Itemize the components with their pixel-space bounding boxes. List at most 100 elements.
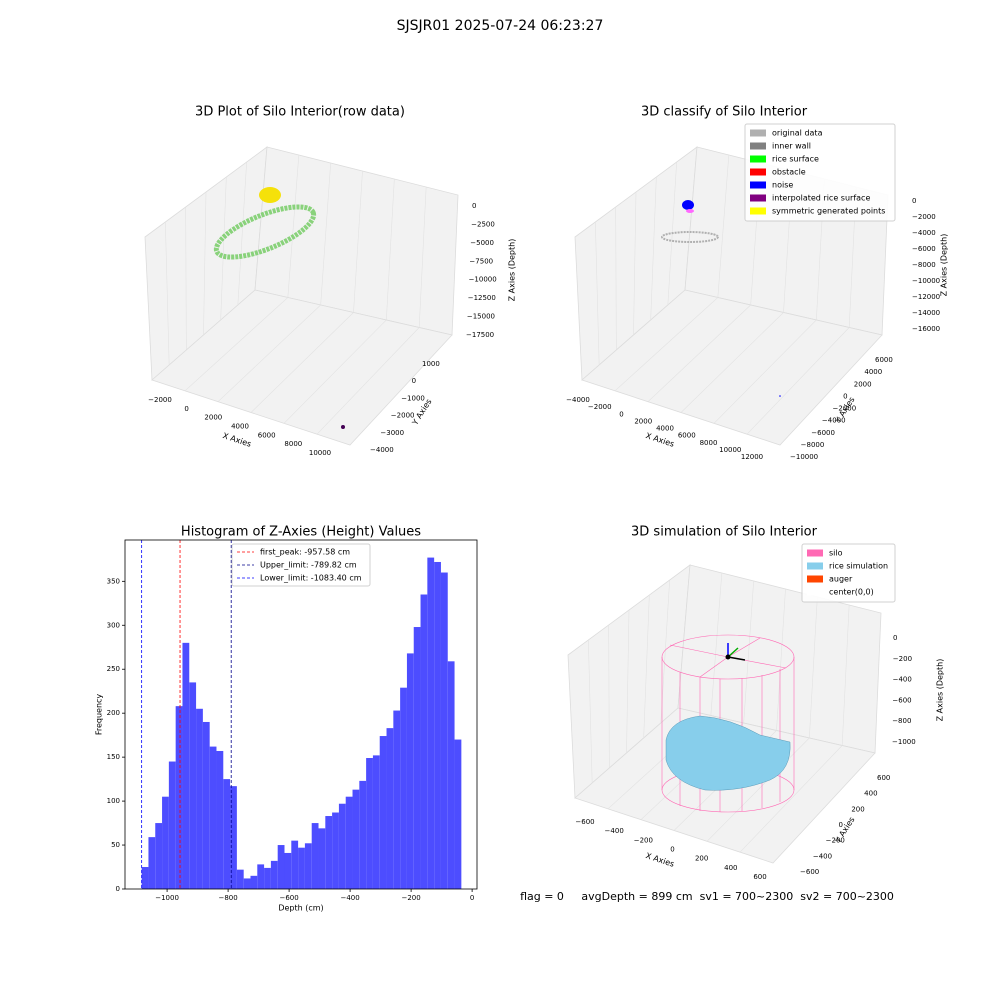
y-tick-label: 4000 bbox=[864, 368, 882, 376]
x-tick-label: 10000 bbox=[719, 446, 741, 454]
x-tick-label: 6000 bbox=[678, 432, 696, 440]
y-tick-label: 50 bbox=[111, 841, 120, 849]
y-tick-label: −10000 bbox=[790, 453, 818, 461]
y-tick-label: 200 bbox=[107, 709, 120, 717]
bar bbox=[420, 594, 428, 889]
bar bbox=[182, 642, 190, 889]
legend-label: rice simulation bbox=[829, 562, 888, 571]
legend-swatch bbox=[807, 575, 823, 583]
x-tick-label: 400 bbox=[724, 864, 737, 872]
bar bbox=[162, 796, 169, 889]
y-tick-label: 0 bbox=[839, 821, 843, 829]
pane-grid bbox=[746, 327, 850, 435]
axis-label: Z Axies (Depth) bbox=[508, 239, 517, 302]
bar bbox=[141, 867, 149, 889]
legend-label: first_peak: -957.58 cm bbox=[260, 548, 350, 557]
legend-label: noise bbox=[772, 181, 793, 190]
y-tick-label: 1000 bbox=[422, 360, 440, 368]
bar bbox=[345, 796, 353, 889]
bar bbox=[175, 706, 183, 889]
bar bbox=[454, 739, 462, 889]
chart-title: 3D Plot of Silo Interior(row data) bbox=[195, 105, 405, 120]
bar bbox=[298, 847, 305, 889]
pane-grid bbox=[713, 319, 817, 424]
pane-grid bbox=[717, 154, 730, 298]
bar bbox=[379, 736, 387, 889]
pane-grid bbox=[650, 176, 657, 321]
x-tick-label: −200 bbox=[401, 894, 420, 902]
y-tick-label: 6000 bbox=[875, 356, 893, 364]
legend-box bbox=[744, 123, 896, 222]
legend-box bbox=[801, 543, 896, 603]
axis-label: X Axies bbox=[645, 851, 676, 869]
y-tick-label: −2000 bbox=[833, 405, 857, 413]
chart-title: Histogram of Z-Axies (Height) Values bbox=[181, 525, 421, 540]
pane-grid bbox=[614, 297, 719, 392]
y-tick-label: −1000 bbox=[401, 394, 425, 402]
x-tick-label: −800 bbox=[218, 894, 237, 902]
y-tick-label: 0 bbox=[412, 377, 416, 385]
z-tick-label: −2500 bbox=[471, 220, 495, 228]
z-tick-label: −400 bbox=[893, 676, 912, 684]
pane-grid bbox=[643, 594, 650, 739]
z-tick-label: −12000 bbox=[912, 293, 940, 301]
legend-swatch bbox=[807, 562, 823, 570]
pane-grid bbox=[615, 206, 617, 351]
z-tick-label: −10000 bbox=[469, 276, 497, 284]
bar bbox=[325, 816, 333, 889]
figure-title: SJSJR01 2025-07-24 06:23:27 bbox=[397, 18, 604, 34]
y-tick-label: −400 bbox=[813, 852, 832, 860]
y-tick-label: 250 bbox=[107, 665, 120, 673]
bar bbox=[406, 653, 414, 889]
bar bbox=[264, 867, 271, 889]
bar bbox=[202, 721, 210, 889]
bar bbox=[427, 557, 435, 889]
bar bbox=[338, 803, 346, 889]
x-tick-label: 0 bbox=[470, 894, 474, 902]
z-tick-label: −800 bbox=[892, 717, 911, 725]
classified-points bbox=[661, 200, 781, 397]
bar bbox=[236, 869, 244, 889]
legend-label: original data bbox=[772, 129, 823, 138]
bar bbox=[386, 728, 394, 889]
bar bbox=[250, 875, 258, 889]
x-tick-label: 6000 bbox=[258, 431, 276, 439]
legend-label: rice surface bbox=[772, 155, 819, 164]
axis-label: X Axies bbox=[645, 431, 676, 449]
axis-label: Z Axies (Depth) bbox=[936, 659, 945, 722]
y-tick-label: 400 bbox=[864, 790, 877, 798]
pane-grid bbox=[203, 191, 207, 336]
legend-label: symmetric generated points bbox=[772, 207, 885, 216]
z-tick-label: −2000 bbox=[912, 213, 936, 221]
bar bbox=[284, 852, 292, 889]
bar bbox=[352, 789, 360, 889]
pane-grid bbox=[353, 170, 363, 313]
z-tick-label: 0 bbox=[472, 202, 476, 210]
z-tick-label: −12500 bbox=[468, 294, 496, 302]
legend-swatch bbox=[807, 588, 823, 596]
bar bbox=[216, 750, 224, 889]
legend-label: interpolated rice surface bbox=[772, 194, 870, 203]
z-tick-label: −200 bbox=[893, 655, 912, 663]
z-tick-label: −14000 bbox=[912, 309, 940, 317]
x-tick-label: 4000 bbox=[231, 423, 249, 431]
pane-grid bbox=[316, 327, 420, 435]
bar bbox=[393, 710, 401, 889]
z-tick-label: −15000 bbox=[467, 313, 495, 321]
auger bbox=[725, 643, 746, 661]
x-tick-label: 10000 bbox=[309, 449, 331, 457]
pane-grid bbox=[595, 221, 600, 366]
legend-label: silo bbox=[829, 549, 843, 558]
bar bbox=[148, 837, 156, 889]
y-tick-label: 0 bbox=[116, 885, 120, 893]
pane-grid bbox=[283, 319, 387, 424]
x-tick-label: 8000 bbox=[284, 440, 302, 448]
axis-label: Z Axies (Depth) bbox=[940, 234, 949, 297]
pane-grid bbox=[841, 604, 850, 746]
y-tick-label: −3000 bbox=[380, 429, 404, 437]
pane-grid bbox=[217, 304, 321, 402]
bar bbox=[196, 708, 203, 889]
bar bbox=[230, 786, 237, 889]
z-tick-label: −600 bbox=[892, 696, 911, 704]
y-tick-label: 2000 bbox=[854, 380, 872, 388]
